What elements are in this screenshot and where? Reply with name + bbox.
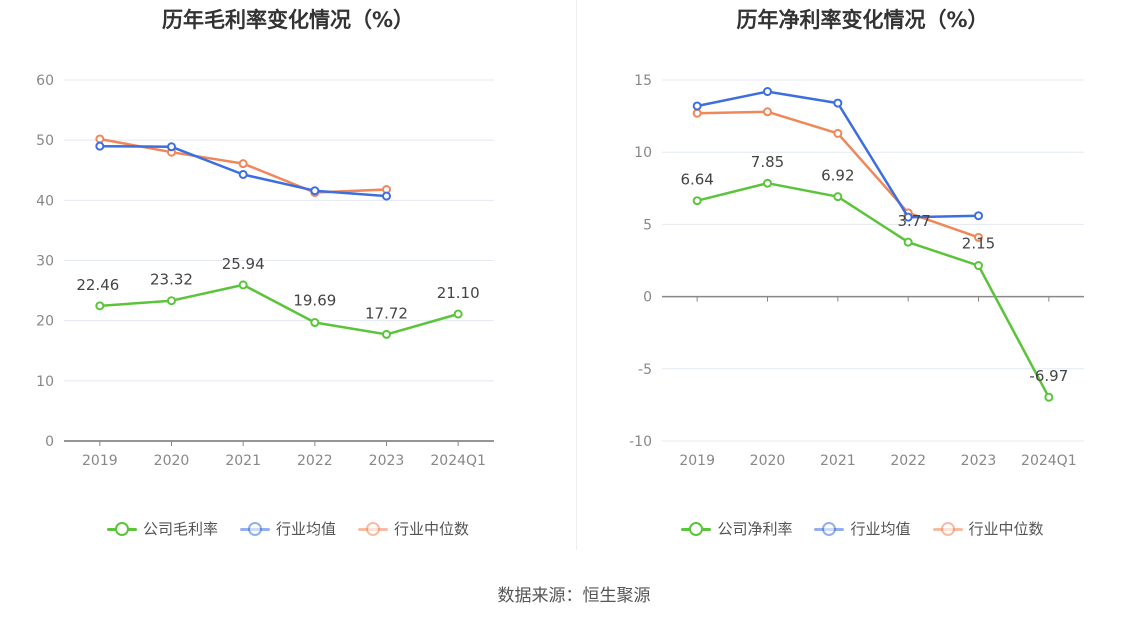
data-point[interactable] xyxy=(903,237,913,247)
y-tick-label: 5 xyxy=(643,217,652,233)
legend-label: 行业均值 xyxy=(850,520,911,538)
y-tick-label: 0 xyxy=(45,434,54,450)
x-tick-label: 2023 xyxy=(961,453,997,469)
data-point[interactable] xyxy=(95,134,105,144)
panel-divider xyxy=(576,0,577,550)
data-point[interactable] xyxy=(238,280,248,290)
data-point[interactable] xyxy=(692,196,702,206)
data-source-note: 数据来源：恒生聚源 xyxy=(497,586,651,606)
legend-label: 行业中位数 xyxy=(968,520,1044,538)
data-point[interactable] xyxy=(974,261,983,271)
x-tick-label: 2022 xyxy=(890,453,926,469)
data-label: 22.46 xyxy=(76,276,119,294)
data-point[interactable] xyxy=(833,128,843,138)
series-line xyxy=(696,181,1050,398)
x-tick-label: 2020 xyxy=(154,453,190,469)
legend-item[interactable]: 行业中位数 xyxy=(932,518,1044,539)
data-point[interactable] xyxy=(167,142,176,152)
y-tick-label: -5 xyxy=(638,362,652,378)
data-point[interactable] xyxy=(453,309,463,319)
data-point[interactable] xyxy=(763,87,772,97)
data-point[interactable] xyxy=(833,98,843,108)
legend-swatch-icon xyxy=(681,521,712,536)
data-point[interactable] xyxy=(903,212,913,222)
data-label: 19.69 xyxy=(293,292,336,310)
data-label: 17.72 xyxy=(365,304,408,322)
legend-swatch-icon xyxy=(932,521,963,536)
legend-label: 公司净利率 xyxy=(717,520,793,538)
chart-legend: 公司净利率 行业均值 行业中位数 xyxy=(577,518,1148,539)
data-label: 21.10 xyxy=(437,284,480,302)
data-label: 6.64 xyxy=(680,171,713,189)
data-point[interactable] xyxy=(974,211,983,221)
chart-legend: 公司毛利率 行业均值 行业中位数 xyxy=(0,518,576,539)
data-point[interactable] xyxy=(763,107,772,117)
chart-title: 历年毛利率变化情况（%） xyxy=(161,8,415,32)
data-point[interactable] xyxy=(974,232,983,242)
x-tick-label: 2023 xyxy=(369,453,405,469)
legend-swatch-icon xyxy=(358,521,388,536)
data-label: -6.97 xyxy=(1029,367,1068,385)
legend-label: 公司毛利率 xyxy=(142,520,218,538)
data-label: 2.15 xyxy=(962,235,995,253)
legend-label: 行业中位数 xyxy=(394,520,470,538)
legend-swatch-icon xyxy=(239,521,270,536)
data-point[interactable] xyxy=(95,141,105,151)
series-line xyxy=(99,283,459,336)
data-point[interactable] xyxy=(238,159,248,169)
data-point[interactable] xyxy=(310,318,320,328)
data-label: 7.85 xyxy=(751,153,784,171)
data-point[interactable] xyxy=(95,301,105,311)
y-tick-label: 10 xyxy=(36,374,54,390)
legend-label: 行业均值 xyxy=(275,520,336,538)
y-tick-label: 50 xyxy=(36,133,54,149)
y-tick-label: -10 xyxy=(629,434,652,450)
legend-item[interactable]: 行业中位数 xyxy=(358,518,469,539)
legend-item[interactable]: 公司净利率 xyxy=(681,518,792,539)
data-label: 23.32 xyxy=(150,271,193,289)
x-tick-label: 2024Q1 xyxy=(1021,453,1077,469)
data-point[interactable] xyxy=(692,101,702,111)
x-tick-label: 2021 xyxy=(225,453,261,469)
x-tick-label: 2022 xyxy=(297,453,333,469)
y-tick-label: 15 xyxy=(634,73,652,89)
y-tick-label: 40 xyxy=(36,193,54,209)
data-point[interactable] xyxy=(167,296,176,306)
legend-swatch-icon xyxy=(106,521,137,536)
data-point[interactable] xyxy=(763,178,772,188)
net-margin-chart-panel: 历年净利率变化情况（%） -10 -5 0 5 10 15 2019 2020 2021 2022… xyxy=(577,0,1148,560)
chart-title: 历年净利率变化情况（%） xyxy=(736,8,989,32)
legend-item[interactable]: 行业均值 xyxy=(814,518,911,539)
legend-item[interactable]: 公司毛利率 xyxy=(106,518,218,539)
legend-item[interactable]: 行业均值 xyxy=(239,518,336,539)
data-label: 25.94 xyxy=(222,255,265,273)
x-tick-label: 2020 xyxy=(750,453,786,469)
y-tick-label: 30 xyxy=(36,254,54,270)
data-point[interactable] xyxy=(692,108,702,118)
data-label: 6.92 xyxy=(821,167,854,185)
data-label: 3.77 xyxy=(897,212,930,230)
gross-margin-chart-panel: 历年毛利率变化情况（%） 0 10 20 30 40 50 60 2019 2020 2021 20… xyxy=(0,0,576,560)
legend-swatch-icon xyxy=(814,521,845,536)
y-tick-label: 20 xyxy=(36,314,54,330)
x-tick-label: 2019 xyxy=(679,453,715,469)
gross-margin-line-chart: 0 10 20 30 40 50 60 2019 2020 2021 2022 2023 2024Q1 2… xyxy=(36,73,494,469)
x-tick-label: 2019 xyxy=(82,453,118,469)
data-point[interactable] xyxy=(382,329,391,339)
data-point[interactable] xyxy=(238,169,248,179)
data-point[interactable] xyxy=(310,186,320,196)
y-tick-label: 10 xyxy=(634,145,652,161)
data-point[interactable] xyxy=(382,191,391,201)
y-tick-label: 0 xyxy=(643,290,652,306)
data-point[interactable] xyxy=(1044,392,1054,402)
y-tick-label: 60 xyxy=(36,73,54,89)
x-tick-label: 2021 xyxy=(820,453,856,469)
x-tick-label: 2024Q1 xyxy=(430,453,486,469)
data-point[interactable] xyxy=(833,192,843,202)
net-margin-line-chart: -10 -5 0 5 10 15 2019 2020 2021 2022 2023 2024Q1 6.6… xyxy=(629,73,1084,469)
